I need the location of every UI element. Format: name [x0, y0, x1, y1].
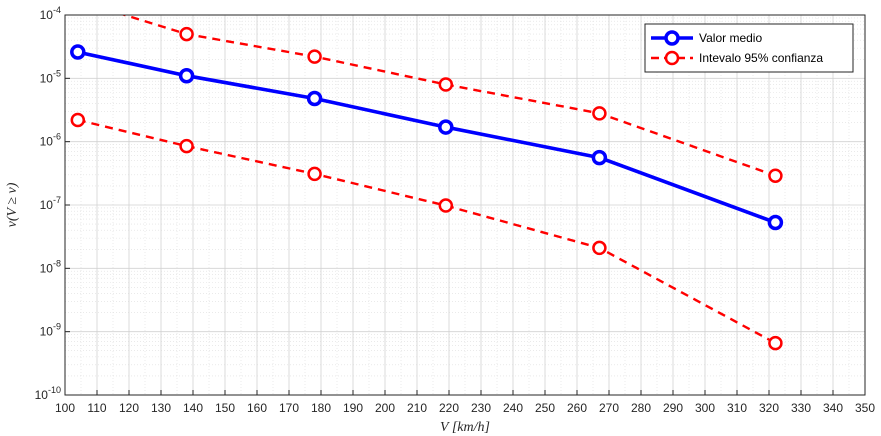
- data-point: [307, 49, 322, 64]
- data-point: [178, 67, 195, 84]
- x-tick-label: 150: [215, 401, 235, 415]
- x-tick-label: 330: [791, 401, 811, 415]
- y-tick-label: 10-10: [35, 385, 61, 402]
- y-axis-label: ν(V ≥ v): [5, 182, 20, 227]
- x-tick-label: 280: [631, 401, 651, 415]
- y-tick-label: 10-9: [40, 322, 61, 339]
- x-tick-label: 300: [695, 401, 715, 415]
- data-point: [767, 214, 784, 231]
- y-tick-label: 10-4: [40, 5, 61, 22]
- data-point: [307, 166, 322, 182]
- legend-label: Valor medio: [699, 31, 762, 45]
- x-tick-label: 100: [55, 401, 75, 415]
- data-point: [438, 119, 454, 135]
- data-point: [179, 138, 194, 154]
- legend-label: Intevalo 95% confianza: [699, 51, 823, 65]
- x-tick-label: 170: [279, 401, 299, 415]
- x-tick-label: 120: [119, 401, 139, 415]
- legend-box: [644, 23, 854, 73]
- x-tick-label: 160: [247, 401, 267, 415]
- x-tick-label: 140: [183, 401, 203, 415]
- series-line-1: [120, 15, 776, 177]
- x-tick-label: 320: [759, 401, 779, 415]
- marker-layer: [70, 26, 784, 351]
- series-line-0: [77, 50, 777, 225]
- data-point: [768, 335, 783, 351]
- y-tick-label: 10-7: [40, 195, 61, 212]
- series-line-2: [77, 118, 776, 345]
- x-tick-label: 220: [439, 401, 459, 415]
- legend-marker: [664, 30, 680, 46]
- x-tick-label: 200: [375, 401, 395, 415]
- legend: Valor medio Intevalo 95% confianza: [644, 23, 854, 73]
- data-point: [592, 106, 607, 121]
- y-tick-label: 10-6: [40, 132, 61, 149]
- y-axis-ticks: 10-10 10-9 10-8 10-7 10-6 10-5 10-4: [35, 5, 70, 402]
- data-point: [591, 149, 608, 166]
- x-tick-label: 190: [343, 401, 363, 415]
- x-tick-label: 250: [535, 401, 555, 415]
- series-layer: [77, 15, 777, 345]
- x-tick-label: 270: [599, 401, 619, 415]
- x-axis-label: V [km/h]: [440, 420, 490, 435]
- x-tick-label: 290: [663, 401, 683, 415]
- x-tick-label: 240: [503, 401, 523, 415]
- data-point: [768, 168, 783, 183]
- data-point: [179, 26, 194, 42]
- data-point: [438, 198, 454, 213]
- x-axis-ticks: 100 110 120 130 140 150 160 170 180 190 200 210 220 2…: [55, 390, 875, 415]
- y-tick-label: 10-5: [40, 68, 61, 85]
- x-tick-label: 260: [567, 401, 587, 415]
- x-tick-label: 340: [823, 401, 843, 415]
- data-point: [306, 90, 323, 107]
- x-tick-label: 310: [727, 401, 747, 415]
- data-point: [70, 112, 86, 128]
- x-tick-label: 110: [87, 401, 106, 415]
- legend-marker: [664, 50, 680, 66]
- x-tick-label: 210: [407, 401, 427, 415]
- y-tick-label: 10-8: [40, 258, 61, 275]
- x-tick-label: 350: [855, 401, 875, 415]
- x-tick-label: 180: [311, 401, 331, 415]
- data-point: [438, 77, 454, 92]
- x-tick-label: 130: [151, 401, 171, 415]
- data-point: [70, 44, 86, 60]
- x-tick-label: 230: [471, 401, 491, 415]
- data-point: [592, 240, 607, 256]
